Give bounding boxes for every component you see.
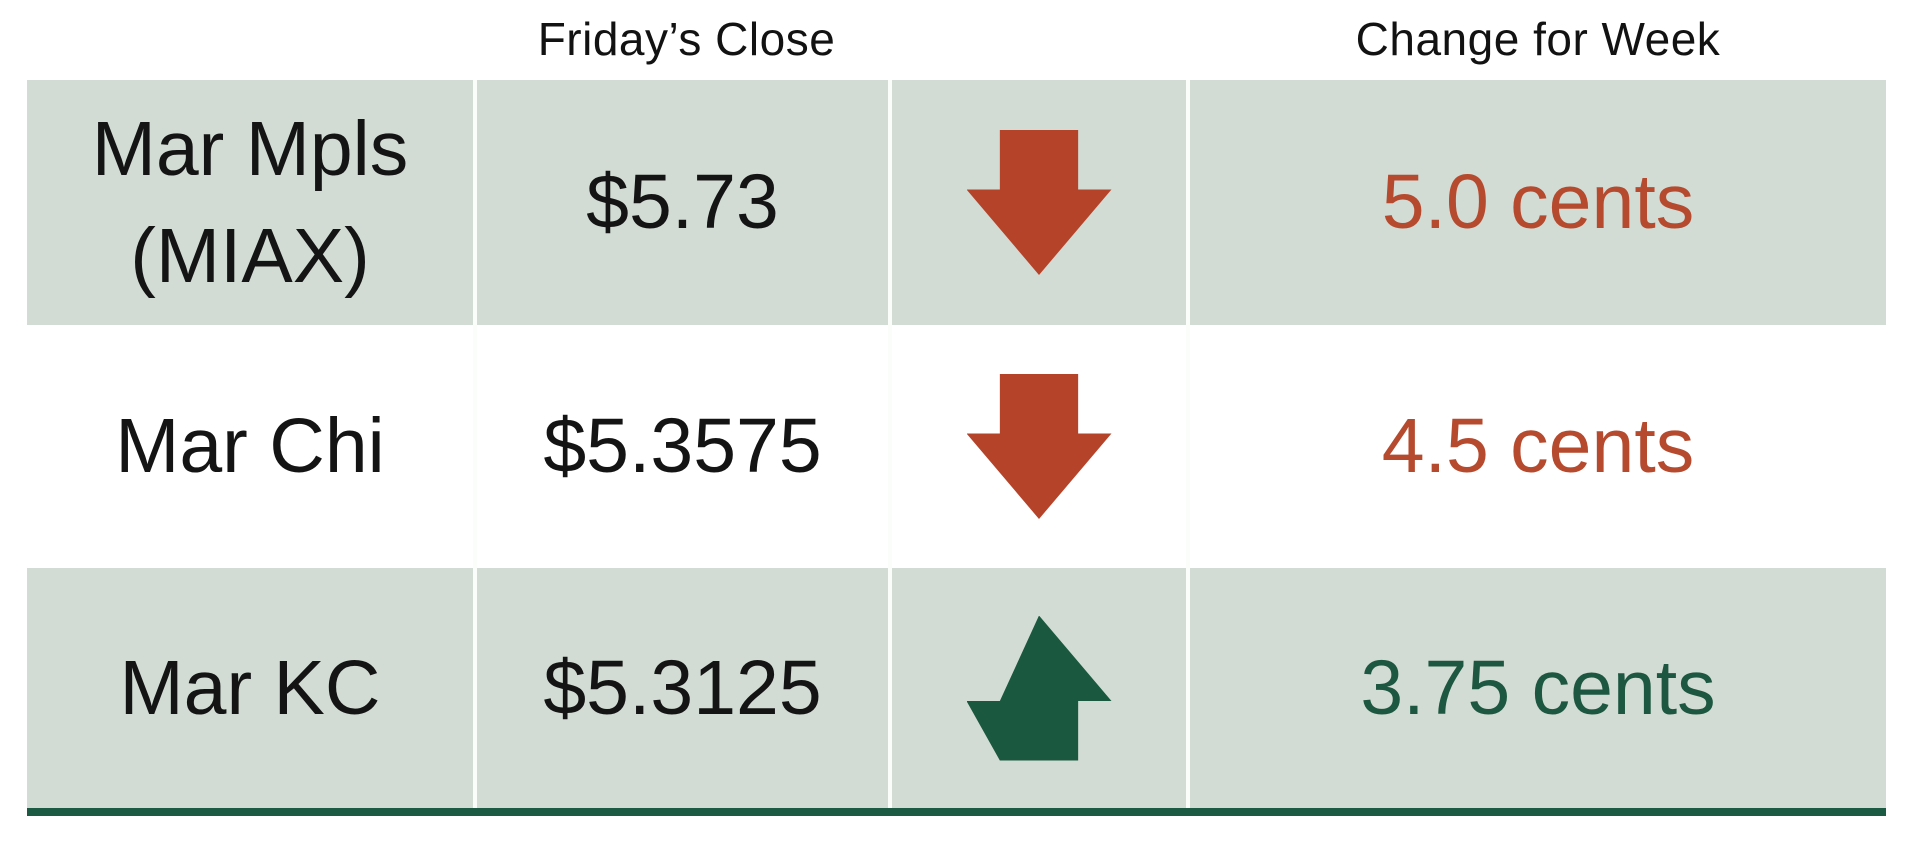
change-cell: 5.0 cents	[1190, 80, 1886, 325]
direction-cell	[892, 325, 1190, 568]
close-price-cell: $5.73	[477, 80, 892, 325]
change-value: 3.75 cents	[1360, 644, 1716, 731]
change-value: 5.0 cents	[1381, 159, 1695, 245]
close-price: $5.73	[586, 159, 779, 245]
contract-cell: Mar Chi	[27, 325, 477, 568]
contract-cell: Mar Mpls (MIAX)	[27, 80, 477, 325]
close-price: $5.3125	[543, 644, 822, 731]
close-price: $5.3575	[543, 403, 822, 489]
contract-label: Mar Mpls	[91, 106, 409, 193]
contract-cell: Mar KC	[27, 568, 477, 808]
fridays-close-header: Friday’s Close	[537, 13, 836, 65]
direction-cell	[892, 80, 1190, 325]
change-value: 4.5 cents	[1381, 403, 1695, 489]
bottom-divider-line	[27, 808, 1886, 816]
change-arrow-icon	[966, 615, 1112, 761]
close-price-cell: $5.3575	[477, 325, 892, 568]
change-cell: 4.5 cents	[1190, 325, 1886, 568]
direction-cell	[892, 568, 1190, 808]
price-table: Mar Mpls (MIAX) $5.73 5.0 cents Mar Chi …	[27, 80, 1886, 808]
change-cell: 3.75 cents	[1190, 568, 1886, 808]
change-arrow-icon	[966, 130, 1112, 275]
contract-sublabel: (MIAX)	[130, 212, 370, 299]
close-price-cell: $5.3125	[477, 568, 892, 808]
change-for-week-header: Change for Week	[1355, 13, 1721, 65]
change-arrow-icon	[966, 374, 1112, 519]
contract-label: Mar Chi	[115, 403, 385, 490]
contract-label: Mar KC	[119, 644, 381, 731]
